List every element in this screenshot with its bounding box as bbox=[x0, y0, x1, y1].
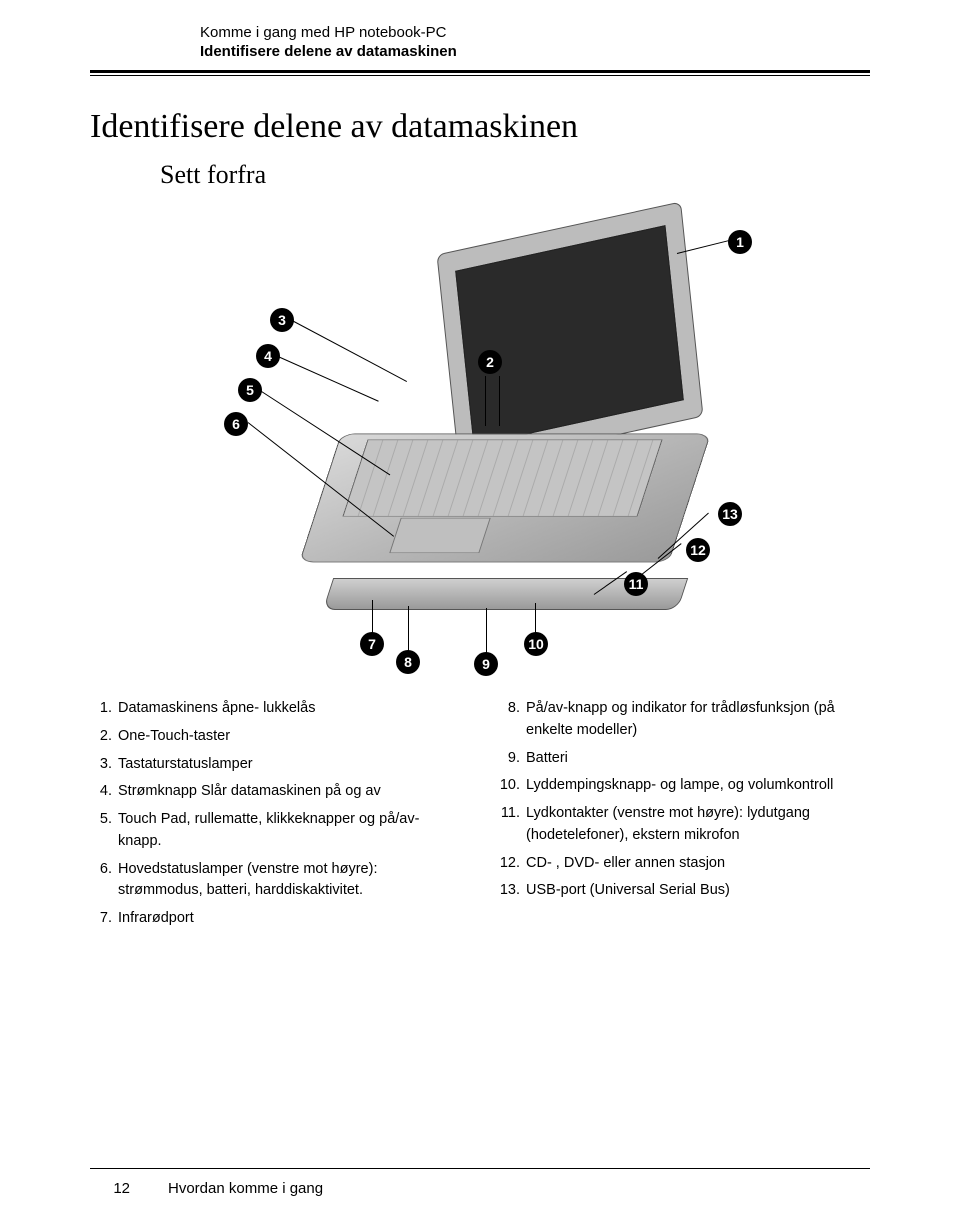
legend-text: Lyddempingsknapp- og lampe, og volumkont… bbox=[526, 775, 870, 797]
legend-num: 3. bbox=[90, 754, 118, 776]
legend-item: 2.One-Touch-taster bbox=[90, 726, 462, 748]
callout-12: 12 bbox=[686, 538, 710, 562]
legend-columns: 1.Datamaskinens åpne- lukkelås 2.One-Tou… bbox=[90, 698, 870, 936]
callout-6: 6 bbox=[224, 412, 248, 436]
legend-item: 9.Batteri bbox=[498, 748, 870, 770]
legend-num: 5. bbox=[90, 809, 118, 853]
legend-item: 12.CD- , DVD- eller annen stasjon bbox=[498, 853, 870, 875]
legend-text: Batteri bbox=[526, 748, 870, 770]
callout-2: 2 bbox=[478, 350, 502, 374]
lead-7 bbox=[372, 600, 373, 634]
legend-right-column: 8.På/av-knapp og indikator for trådløsfu… bbox=[498, 698, 870, 936]
laptop-diagram: 1 2 3 4 5 6 7 8 9 10 11 12 13 bbox=[200, 208, 760, 678]
legend-text: One-Touch-taster bbox=[118, 726, 462, 748]
page-number: 12 bbox=[90, 1180, 130, 1197]
legend-item: 1.Datamaskinens åpne- lukkelås bbox=[90, 698, 462, 720]
footer-section: Hvordan komme i gang bbox=[168, 1180, 323, 1197]
callout-9: 9 bbox=[474, 652, 498, 676]
legend-text: På/av-knapp og indikator for trådløsfunk… bbox=[526, 698, 870, 742]
diagram-container: 1 2 3 4 5 6 7 8 9 10 11 12 13 bbox=[90, 208, 870, 678]
footer-rule bbox=[90, 1168, 870, 1169]
callout-10: 10 bbox=[524, 632, 548, 656]
callout-4: 4 bbox=[256, 344, 280, 368]
legend-item: 7.Infrarødport bbox=[90, 908, 462, 930]
legend-item: 6.Hovedstatuslamper (venstre mot høyre):… bbox=[90, 859, 462, 903]
legend-item: 3.Tastaturstatuslamper bbox=[90, 754, 462, 776]
running-header: Komme i gang med HP notebook-PC Identifi… bbox=[200, 24, 870, 60]
legend-text: Hovedstatuslamper (venstre mot høyre): s… bbox=[118, 859, 462, 903]
legend-num: 13. bbox=[498, 880, 526, 902]
callout-5: 5 bbox=[238, 378, 262, 402]
legend-item: 13.USB-port (Universal Serial Bus) bbox=[498, 880, 870, 902]
legend-text: Touch Pad, rullematte, klikkeknapper og … bbox=[118, 809, 462, 853]
header-line-2: Identifisere delene av datamaskinen bbox=[200, 43, 870, 60]
legend-num: 1. bbox=[90, 698, 118, 720]
laptop-keyboard bbox=[342, 439, 662, 516]
lead-8 bbox=[408, 606, 409, 651]
laptop-touchpad bbox=[389, 518, 490, 553]
legend-num: 7. bbox=[90, 908, 118, 930]
lead-2 bbox=[485, 376, 486, 426]
callout-7: 7 bbox=[360, 632, 384, 656]
legend-num: 4. bbox=[90, 781, 118, 803]
page-footer: 12 Hvordan komme i gang bbox=[90, 1180, 323, 1197]
legend-text: Strømknapp Slår datamaskinen på og av bbox=[118, 781, 462, 803]
callout-11: 11 bbox=[624, 572, 648, 596]
callout-3: 3 bbox=[270, 308, 294, 332]
legend-num: 9. bbox=[498, 748, 526, 770]
legend-num: 8. bbox=[498, 698, 526, 742]
lead-9 bbox=[486, 608, 487, 653]
legend-num: 12. bbox=[498, 853, 526, 875]
legend-num: 11. bbox=[498, 803, 526, 847]
lead-3 bbox=[292, 320, 407, 382]
legend-text: Datamaskinens åpne- lukkelås bbox=[118, 698, 462, 720]
lead-4 bbox=[278, 356, 379, 402]
callout-1: 1 bbox=[728, 230, 752, 254]
callout-8: 8 bbox=[396, 650, 420, 674]
header-line-1: Komme i gang med HP notebook-PC bbox=[200, 24, 870, 41]
legend-num: 6. bbox=[90, 859, 118, 903]
header-rule-thick bbox=[90, 70, 870, 73]
legend-text: Infrarødport bbox=[118, 908, 462, 930]
lead-2b bbox=[499, 376, 500, 426]
legend-item: 10.Lyddempingsknapp- og lampe, og volumk… bbox=[498, 775, 870, 797]
legend-item: 11.Lydkontakter (venstre mot høyre): lyd… bbox=[498, 803, 870, 847]
page-subtitle: Sett forfra bbox=[160, 160, 870, 190]
legend-text: Lydkontakter (venstre mot høyre): lydutg… bbox=[526, 803, 870, 847]
lead-10 bbox=[535, 603, 536, 633]
callout-13: 13 bbox=[718, 502, 742, 526]
legend-num: 2. bbox=[90, 726, 118, 748]
page-title: Identifisere delene av datamaskinen bbox=[90, 108, 870, 146]
legend-item: 5.Touch Pad, rullematte, klikkeknapper o… bbox=[90, 809, 462, 853]
legend-text: CD- , DVD- eller annen stasjon bbox=[526, 853, 870, 875]
legend-text: USB-port (Universal Serial Bus) bbox=[526, 880, 870, 902]
legend-item: 8.På/av-knapp og indikator for trådløsfu… bbox=[498, 698, 870, 742]
legend-item: 4.Strømknapp Slår datamaskinen på og av bbox=[90, 781, 462, 803]
lead-5 bbox=[260, 390, 391, 475]
legend-left-column: 1.Datamaskinens åpne- lukkelås 2.One-Tou… bbox=[90, 698, 462, 936]
legend-num: 10. bbox=[498, 775, 526, 797]
header-rule-thin bbox=[90, 75, 870, 76]
legend-text: Tastaturstatuslamper bbox=[118, 754, 462, 776]
